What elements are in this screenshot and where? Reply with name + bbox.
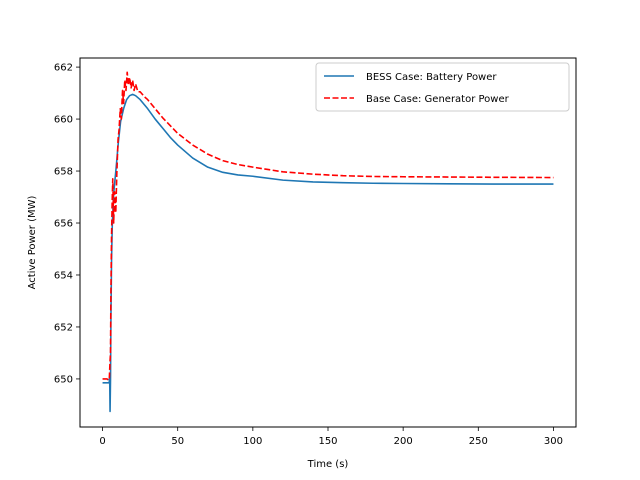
legend-label-bess-battery-power: BESS Case: Battery Power (366, 72, 497, 83)
y-axis: 650 652 654 656 658 660 662 (54, 63, 80, 385)
x-tick-label: 100 (243, 436, 262, 447)
series-line-bess-battery-power (102, 93, 554, 413)
y-tick-label: 658 (54, 167, 73, 178)
x-axis: 0 50 100 150 200 250 300 (99, 427, 563, 447)
x-tick-label: 200 (394, 436, 413, 447)
y-tick-label: 654 (54, 270, 73, 281)
y-tick-label: 656 (54, 219, 73, 230)
y-tick-label: 662 (54, 63, 73, 74)
y-tick-label: 650 (54, 374, 73, 385)
x-tick-label: 0 (99, 436, 105, 447)
x-tick-label: 50 (171, 436, 184, 447)
legend: BESS Case: Battery Power Base Case: Gene… (315, 62, 570, 112)
x-axis-label: Time (s) (307, 459, 349, 470)
x-tick-label: 300 (544, 436, 563, 447)
x-tick-label: 250 (469, 436, 488, 447)
x-tick-label: 150 (318, 436, 337, 447)
plot-lines (102, 71, 554, 413)
y-axis-label: Active Power (MW) (27, 195, 38, 289)
y-tick-label: 652 (54, 322, 73, 333)
series-line-base-generator-power (102, 71, 554, 382)
legend-label-base-generator-power: Base Case: Generator Power (366, 94, 510, 105)
legend-box (315, 62, 570, 112)
y-tick-label: 660 (54, 115, 73, 126)
